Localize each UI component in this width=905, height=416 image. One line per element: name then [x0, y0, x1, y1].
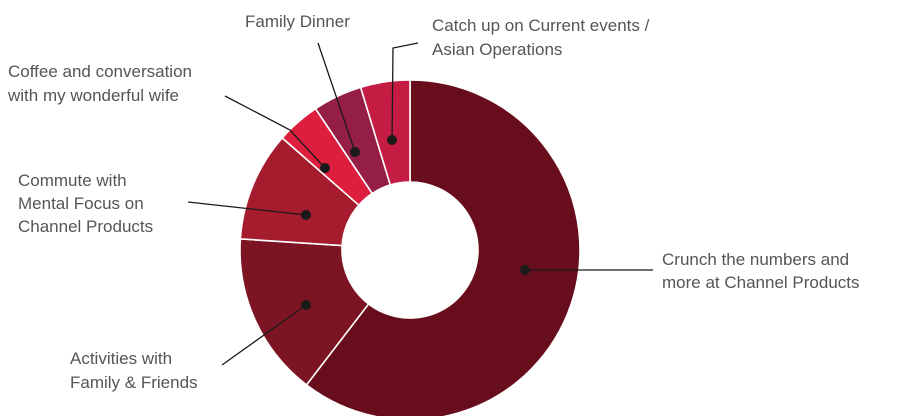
donut-slices	[239, 79, 581, 416]
leader-line-commute	[187, 201, 307, 216]
label-catch-up-line-2: Asian Operations	[432, 40, 562, 59]
label-family-dinner-line-1: Family Dinner	[245, 12, 350, 31]
marker-dot-crunch	[520, 265, 530, 275]
donut-slice-1	[239, 238, 370, 386]
leader-line-coffee	[224, 95, 326, 169]
label-commute: Commute with Mental Focus on Channel Pro…	[18, 171, 153, 236]
label-crunch-line-1: Crunch the numbers and	[662, 250, 849, 269]
label-activities: Activities with Family & Friends	[70, 349, 198, 392]
label-commute-line-1: Commute with	[18, 171, 127, 190]
marker-dot-commute	[301, 210, 311, 220]
leader-line-catch-up	[391, 42, 419, 141]
label-commute-line-3: Channel Products	[18, 217, 153, 236]
marker-dot-coffee	[320, 163, 330, 173]
label-crunch-line-2: more at Channel Products	[662, 273, 860, 292]
label-crunch: Crunch the numbers and more at Channel P…	[662, 250, 860, 292]
label-coffee: Coffee and conversation with my wonderfu…	[7, 62, 197, 105]
marker-dot-activities	[301, 300, 311, 310]
label-coffee-line-2: with my wonderful wife	[7, 86, 179, 105]
marker-dot-family-dinner	[350, 147, 360, 157]
label-catch-up-line-1: Catch up on Current events /	[432, 16, 650, 35]
label-activities-line-1: Activities with	[70, 349, 172, 368]
leader-line-activities	[221, 304, 307, 366]
leader-line-family-dinner	[317, 42, 356, 153]
label-activities-line-2: Family & Friends	[70, 373, 198, 392]
donut-slice-5	[359, 79, 411, 186]
label-commute-line-2: Mental Focus on	[18, 194, 144, 213]
donut-slice-0	[305, 79, 581, 416]
marker-dot-catch-up	[387, 135, 397, 145]
label-family-dinner: Family Dinner	[245, 12, 350, 31]
label-catch-up: Catch up on Current events / Asian Opera…	[432, 16, 654, 59]
label-coffee-line-1: Coffee and conversation	[8, 62, 192, 81]
